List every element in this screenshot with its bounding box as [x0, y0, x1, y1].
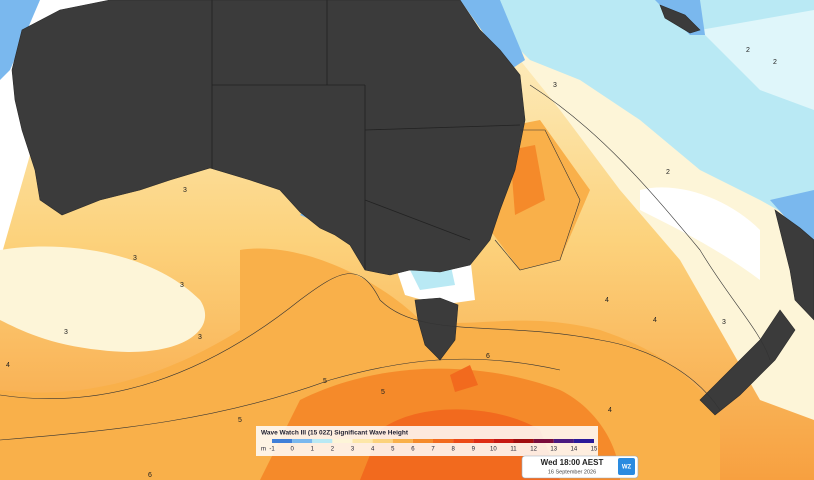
- nz-north-island: [774, 209, 814, 321]
- island: [659, 4, 701, 34]
- legend: Wave Watch III (15 02Z) Significant Wave…: [256, 426, 598, 456]
- state-borders: [211, 0, 521, 270]
- contours: [0, 84, 771, 441]
- date: 16 September 2026: [548, 469, 596, 475]
- legend-tick-label: 9: [472, 447, 476, 453]
- tasmania: [414, 297, 459, 361]
- legend-tick-label: 5: [391, 447, 395, 453]
- legend-swatch: [292, 439, 313, 443]
- contour-label: 3: [133, 255, 137, 262]
- legend-swatch: [272, 439, 293, 443]
- contour-label: 5: [323, 378, 327, 385]
- logo-badge: [618, 458, 635, 475]
- legend-swatch: [352, 439, 373, 443]
- legend-swatch: [573, 439, 594, 443]
- legend-tick-label: 2: [331, 447, 335, 453]
- legend-tick-label: 13: [550, 447, 557, 453]
- contour-label: 4: [605, 297, 609, 304]
- sea-band: [450, 365, 478, 392]
- legend-swatch: [412, 439, 433, 443]
- contour-label: 6: [486, 353, 490, 360]
- legend-swatch: [372, 439, 393, 443]
- legend-tick-label: 0: [290, 447, 294, 453]
- contour-label: 2: [746, 47, 750, 54]
- legend-swatch: [332, 439, 353, 443]
- contour-label: 4: [6, 362, 10, 369]
- legend-tick-label: 11: [510, 447, 517, 453]
- legend-tick-label: 10: [490, 447, 497, 453]
- legend-tick-label: -1: [269, 447, 275, 453]
- sea-band: [0, 246, 206, 352]
- sea-band: [460, 0, 525, 70]
- contour-label: 6: [148, 472, 152, 479]
- contour-label: 3: [553, 82, 557, 89]
- legend-swatch: [433, 439, 454, 443]
- sea-band: [700, 10, 814, 110]
- timestamp: Wed 18:00 AEST 16 September 2026 WZ: [521, 455, 639, 479]
- legend-tick-label: 12: [530, 447, 537, 453]
- legend-swatch: [453, 439, 474, 443]
- contour-label: 2: [666, 169, 670, 176]
- legend-swatch: [473, 439, 494, 443]
- legend-tick-label: 6: [411, 447, 415, 453]
- contour-label: 3: [722, 319, 726, 326]
- contour-labels: 3 3 3 3 4 5 5 6 4 3 2 2 3 4 5 6 3 2 4: [6, 47, 777, 479]
- contour-label: 2: [773, 59, 777, 66]
- legend-tick-label: 15: [591, 447, 598, 453]
- contour-label: 3: [180, 282, 184, 289]
- legend-title: Wave Watch III (15 02Z) Significant Wave…: [261, 430, 409, 437]
- legend-tick-label: 3: [351, 447, 355, 453]
- legend-unit: m: [261, 447, 266, 453]
- calm-sea: [640, 187, 760, 280]
- legend-tick-label: 14: [571, 447, 578, 453]
- legend-swatch: [553, 439, 574, 443]
- time: Wed 18:00 AEST: [541, 458, 604, 467]
- legend-swatch: [312, 439, 333, 443]
- legend-swatch: [493, 439, 514, 443]
- nz-south-island: [699, 309, 796, 416]
- logo: WZ: [622, 465, 632, 471]
- legend-swatch: [533, 439, 554, 443]
- legend-tick-label: 1: [311, 447, 315, 453]
- contour-label: 5: [238, 417, 242, 424]
- legend-tick-label: 4: [371, 447, 375, 453]
- contour-label: 3: [198, 334, 202, 341]
- sea-band: [510, 145, 545, 215]
- legend-swatch: [392, 439, 413, 443]
- contour-label: 4: [608, 407, 612, 414]
- contour-label: 3: [183, 187, 187, 194]
- contour-label: 3: [64, 329, 68, 336]
- contour-label: 4: [653, 317, 657, 324]
- legend-tick-label: 7: [431, 447, 435, 453]
- timestamp-box: [521, 455, 639, 479]
- legend-swatch: [513, 439, 534, 443]
- legend-tick-label: 8: [451, 447, 455, 453]
- contour-label: 5: [381, 389, 385, 396]
